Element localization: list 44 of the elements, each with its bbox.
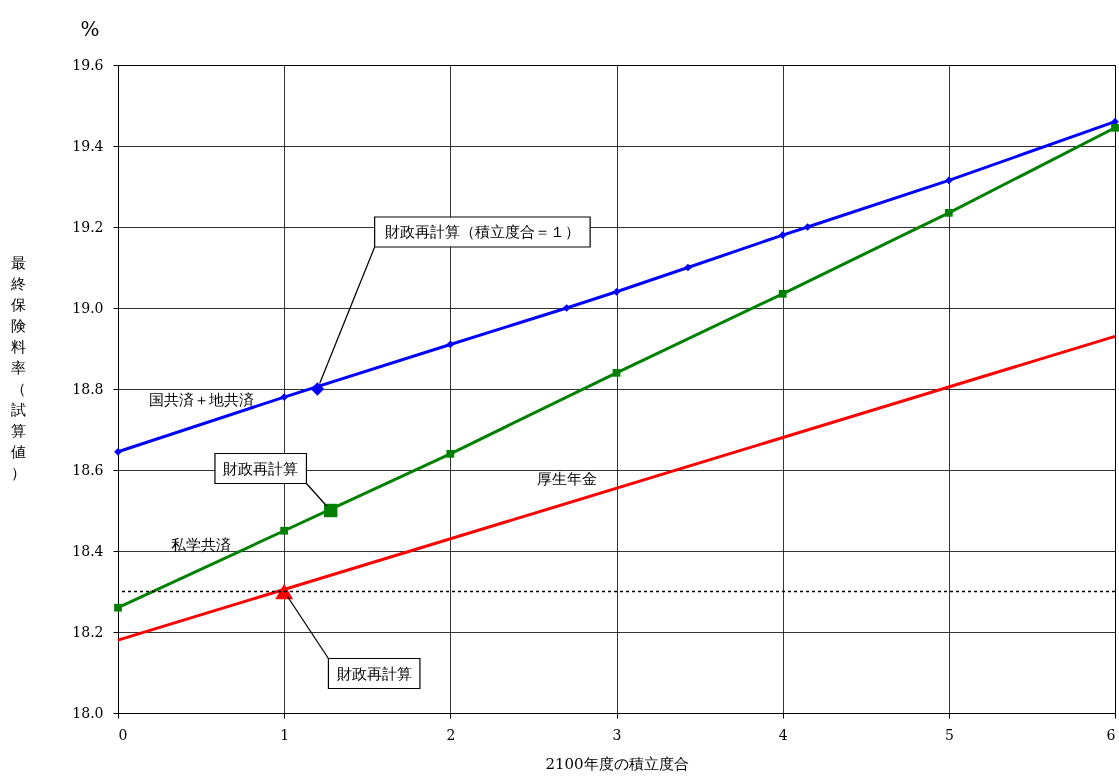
point bbox=[280, 526, 289, 535]
point bbox=[275, 583, 294, 600]
point bbox=[612, 368, 621, 377]
point bbox=[323, 503, 338, 518]
annotation: 財政再計算 bbox=[336, 664, 412, 683]
x-tick-label: 1 bbox=[280, 726, 290, 743]
point bbox=[114, 447, 122, 456]
x-axis-title: 2100年度の積立度合 bbox=[545, 754, 689, 773]
series-label: 厚生年金 bbox=[536, 470, 597, 489]
x-tick-label: 2 bbox=[446, 726, 456, 743]
point bbox=[778, 289, 787, 298]
y-tick-label: 18.6 bbox=[72, 461, 104, 478]
point bbox=[803, 223, 812, 231]
y-tick-label: 18.4 bbox=[72, 542, 104, 559]
y-tick-label: 19.0 bbox=[72, 299, 104, 316]
y-tick-label: 18.0 bbox=[72, 704, 104, 721]
point bbox=[280, 393, 289, 401]
point bbox=[562, 304, 571, 312]
y-tick-label: 18.2 bbox=[72, 623, 104, 640]
y-tick-label: 19.6 bbox=[72, 56, 104, 73]
point bbox=[446, 449, 455, 458]
annotation: 財政再計算（積立度合＝１） bbox=[384, 223, 580, 241]
point bbox=[612, 287, 621, 296]
x-tick-label: 4 bbox=[778, 726, 788, 743]
point bbox=[778, 231, 787, 239]
point bbox=[684, 263, 692, 272]
x-tick-label: 5 bbox=[944, 726, 954, 743]
y-tick-label: 19.2 bbox=[72, 218, 104, 235]
annotation: 財政再計算 bbox=[223, 459, 299, 478]
y-tick-label: 19.4 bbox=[72, 137, 104, 154]
point bbox=[944, 176, 953, 185]
x-tick-label: 3 bbox=[612, 726, 622, 743]
point bbox=[944, 208, 953, 217]
point bbox=[446, 340, 455, 349]
text: 最終保険料率（試算値） bbox=[11, 253, 26, 482]
point bbox=[310, 382, 325, 396]
point bbox=[114, 603, 122, 612]
series-label: 国共済＋地共済 bbox=[148, 391, 254, 410]
y-tick-label: 18.8 bbox=[72, 380, 104, 397]
x-tick-label: 0 bbox=[118, 726, 128, 743]
text: % bbox=[80, 17, 100, 41]
x-tick-label: 6 bbox=[1106, 726, 1116, 743]
point bbox=[1111, 123, 1119, 132]
series-label: 私学共済 bbox=[171, 536, 232, 555]
